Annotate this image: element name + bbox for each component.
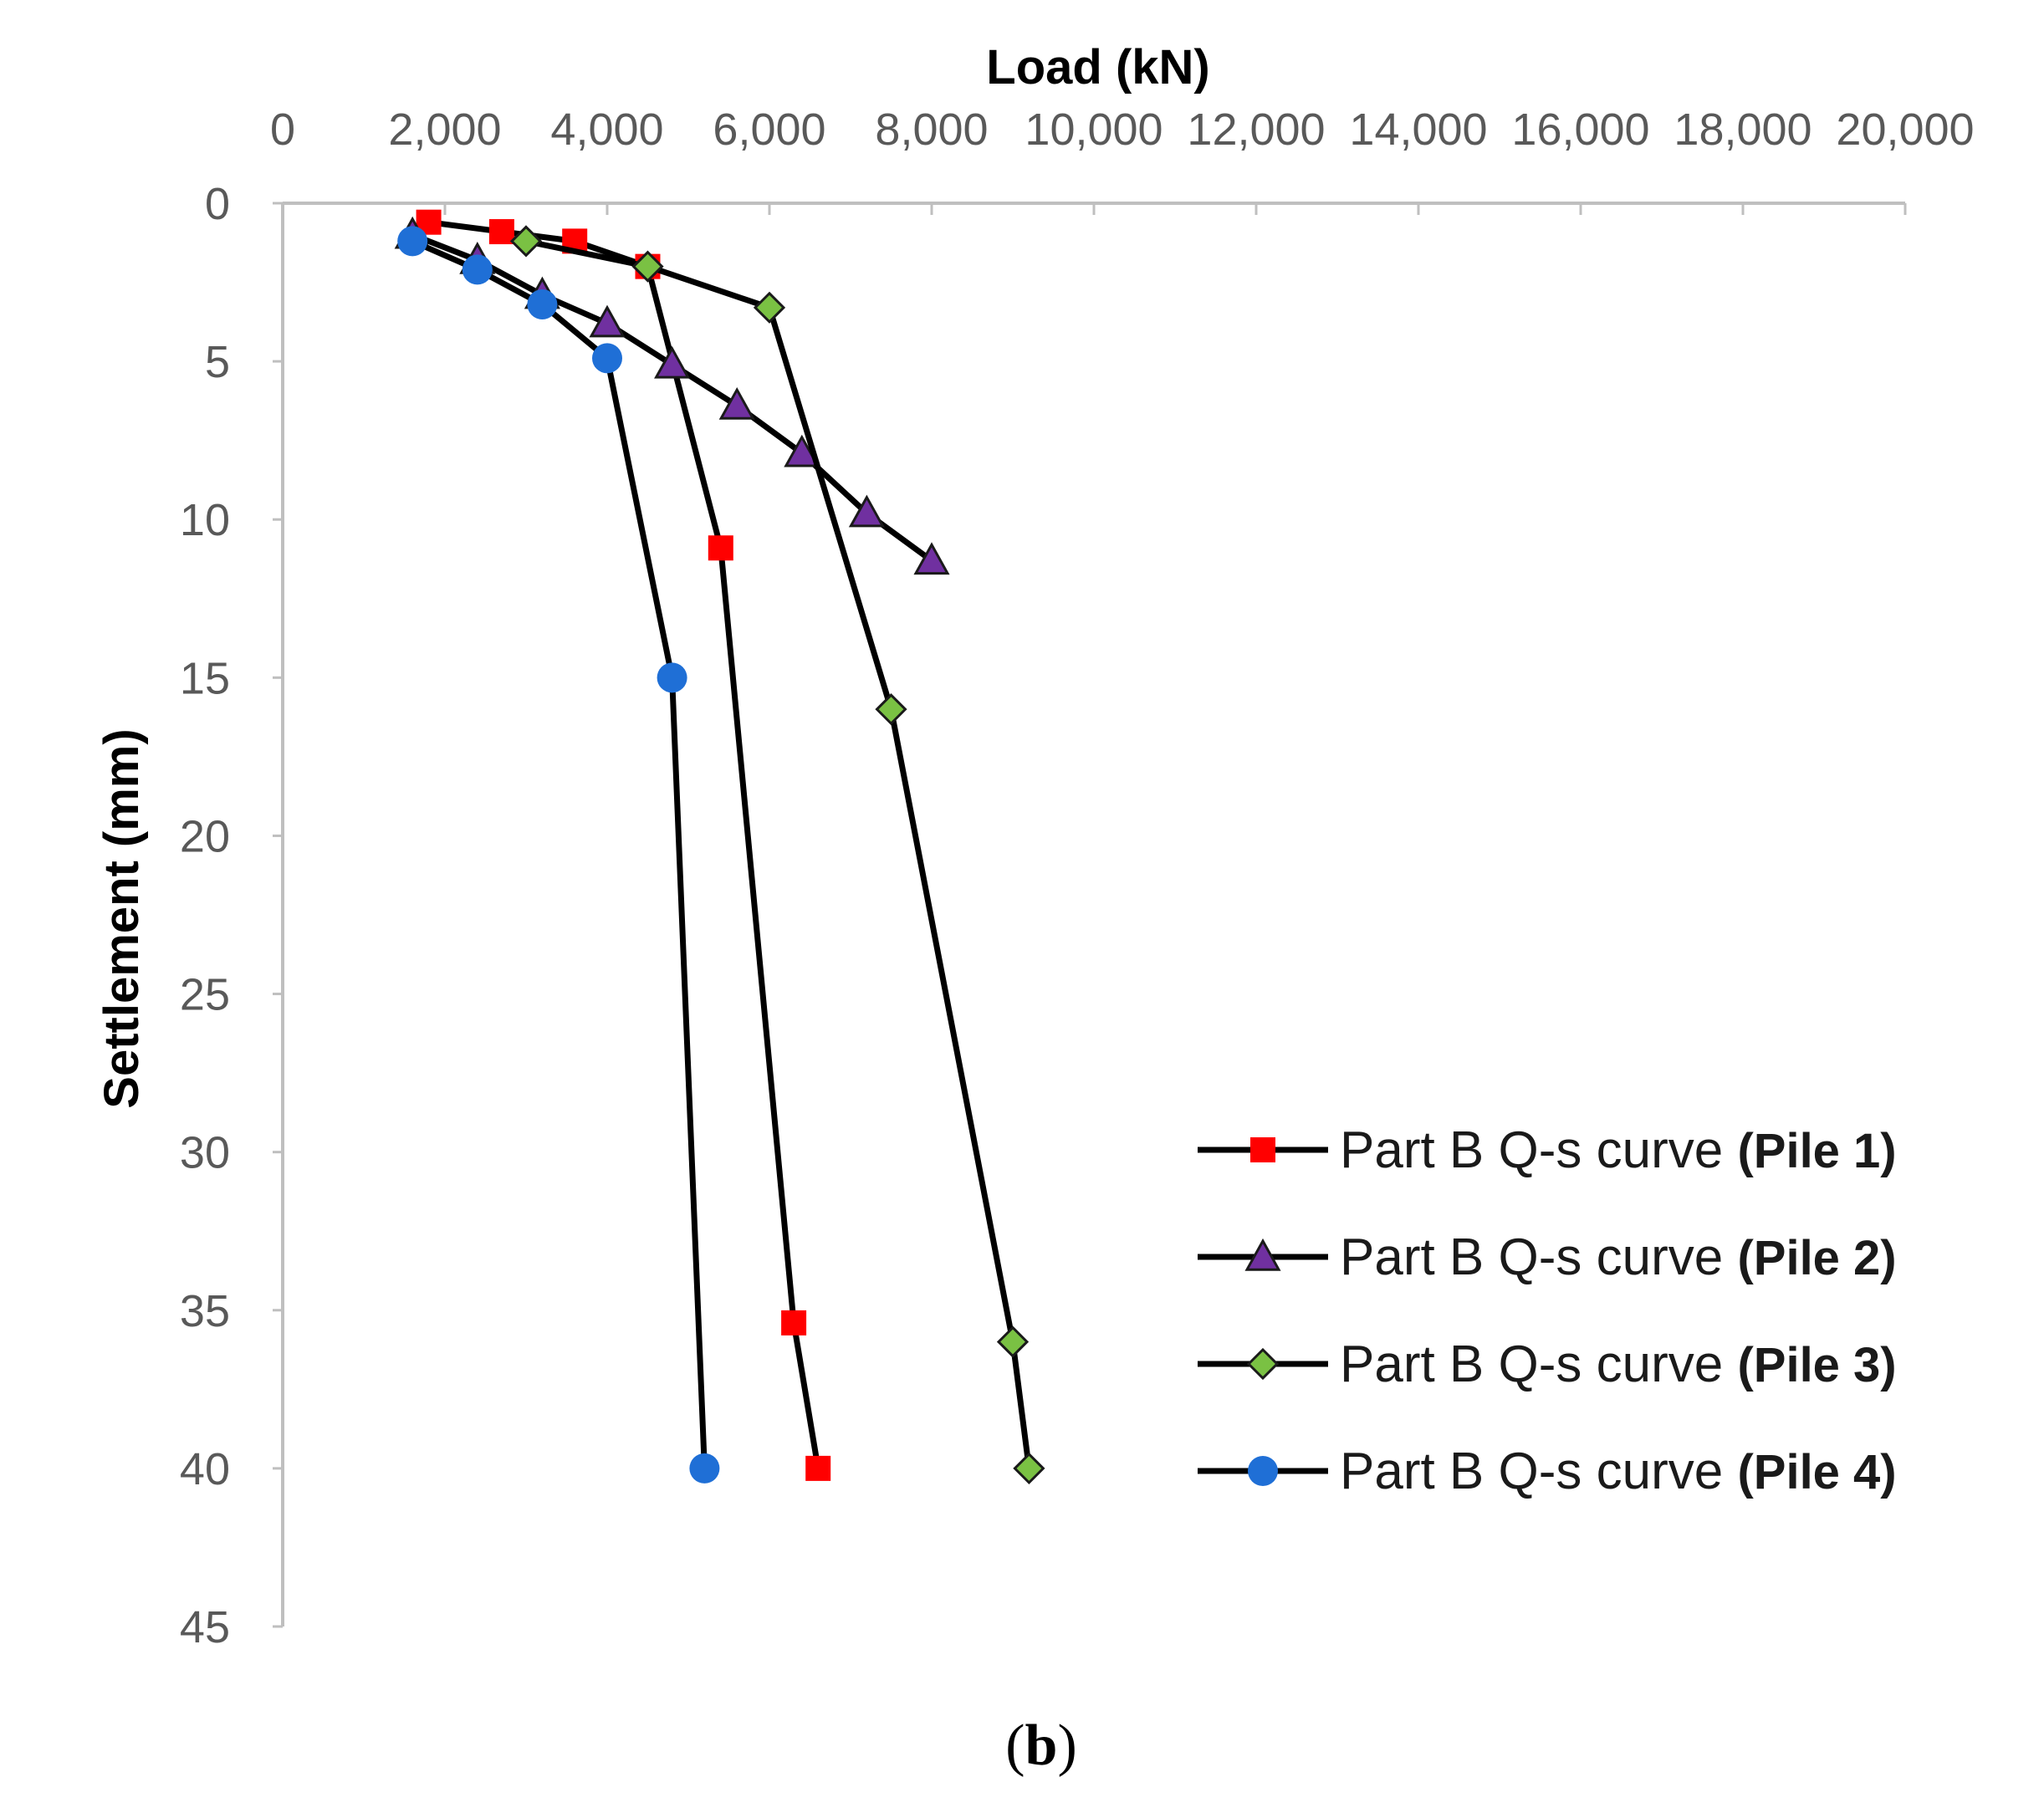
y-tick-label: 25 [180,970,230,1020]
data-point-pile-3 [631,250,664,283]
data-point-pile-1 [488,219,514,245]
x-tick-label: 10,000 [1025,105,1163,155]
y-tick-label: 45 [180,1602,230,1652]
data-point-pile-1 [781,1310,807,1335]
data-point-pile-4 [689,1453,720,1484]
data-point-pile-3 [509,225,543,258]
x-axis-title: Load (kN) [986,40,1209,94]
caption-close-paren: ) [1057,1713,1076,1778]
data-point-pile-3 [753,291,786,324]
figure-caption: (b) [1005,1713,1077,1778]
data-point-pile-3 [996,1325,1030,1358]
x-tick-label: 4,000 [550,105,663,155]
y-tick-label: 10 [180,495,230,545]
series-line-pile-3 [523,237,1032,1472]
data-point-pile-2 [654,345,691,379]
data-point-pile-4 [527,289,558,320]
x-tick-label: 2,000 [388,105,501,155]
y-tick-label: 20 [180,811,230,861]
x-tick-label: 6,000 [713,105,825,155]
data-point-pile-3 [875,693,907,726]
x-tick-label: 20,000 [1836,105,1974,155]
y-axis-title: Settlement (mm) [95,728,149,1108]
legend-label: Part B Q-s curve (Pile 2) [1340,1228,1897,1286]
caption-label: b [1025,1713,1058,1778]
y-tick-label: 0 [205,179,230,229]
data-point-pile-2 [848,494,885,528]
legend-series-name: Part B Q-s curve [1340,1335,1737,1393]
data-point-pile-2 [913,542,950,575]
legend-marker-pile-1 [1250,1137,1275,1162]
legend-pile-label: (Pile 3) [1737,1338,1896,1392]
legend-label: Part B Q-s curve (Pile 1) [1340,1121,1897,1179]
x-tick-label: 14,000 [1349,105,1487,155]
y-tick-label: 15 [180,653,230,703]
y-axis-ticks: 0 5 10 15 20 25 30 35 40 45 [180,179,283,1652]
x-tick-label: 12,000 [1187,105,1325,155]
y-tick-label: 5 [205,337,230,387]
legend-pile-label: (Pile 4) [1737,1445,1896,1499]
x-tick-label: 16,000 [1511,105,1649,155]
x-tick-label: 8,000 [875,105,988,155]
series-pile-3 [509,225,1045,1485]
legend-series-name: Part B Q-s curve [1340,1121,1737,1179]
legend-marker-pile-4 [1248,1456,1278,1486]
data-point-pile-2 [589,304,626,338]
data-point-pile-4 [397,226,428,257]
data-point-pile-2 [718,386,755,420]
legend-entry-pile-2: Part B Q-s curve (Pile 2) [1198,1228,1897,1286]
legend-pile-label: (Pile 2) [1737,1231,1896,1285]
legend-label: Part B Q-s curve (Pile 3) [1340,1335,1897,1393]
legend-series-name: Part B Q-s curve [1340,1228,1737,1286]
legend-label: Part B Q-s curve (Pile 4) [1340,1443,1897,1500]
legend-marker-pile-3 [1246,1347,1280,1381]
caption-open-paren: ( [1005,1713,1025,1778]
series-group [394,209,1045,1485]
x-axis-ticks: 0 2,000 4,000 6,000 8,000 10,000 12,000 14,000 1… [270,105,1975,215]
data-point-pile-3 [1013,1452,1045,1485]
data-point-pile-4 [592,343,622,374]
legend-series-name: Part B Q-s curve [1340,1443,1737,1500]
data-point-pile-2 [784,434,820,467]
legend-entry-pile-1: Part B Q-s curve (Pile 1) [1198,1121,1897,1179]
legend-entry-pile-3: Part B Q-s curve (Pile 3) [1198,1335,1897,1393]
legend-marker-pile-2 [1244,1238,1281,1271]
y-tick-label: 35 [180,1286,230,1336]
data-point-pile-1 [805,1455,831,1481]
x-tick-label: 0 [270,105,295,155]
series-pile-4 [397,226,720,1484]
data-point-pile-4 [462,254,493,285]
y-tick-label: 30 [180,1128,230,1178]
data-point-pile-4 [657,662,687,693]
legend-entry-pile-4: Part B Q-s curve (Pile 4) [1198,1443,1897,1500]
x-tick-label: 18,000 [1674,105,1811,155]
data-point-pile-1 [708,535,733,561]
y-tick-label: 40 [180,1444,230,1494]
legend-pile-label: (Pile 1) [1737,1124,1896,1178]
legend: Part B Q-s curve (Pile 1)Part B Q-s curv… [1198,1121,1897,1500]
